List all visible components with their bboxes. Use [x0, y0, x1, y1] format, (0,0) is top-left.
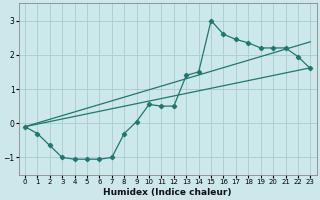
X-axis label: Humidex (Indice chaleur): Humidex (Indice chaleur)	[103, 188, 232, 197]
